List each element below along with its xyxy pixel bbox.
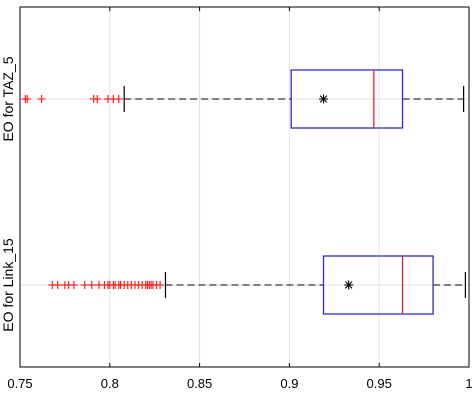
mean-marker bbox=[344, 280, 354, 290]
outlier-marker bbox=[53, 281, 62, 289]
mean-marker bbox=[319, 94, 329, 104]
x-tick-label: 0.75 bbox=[7, 376, 32, 391]
outlier-marker bbox=[80, 281, 89, 289]
mean-marker-stroke bbox=[319, 95, 328, 103]
outlier-marker bbox=[69, 281, 78, 289]
box-group bbox=[21, 69, 465, 129]
x-tick-label: 0.85 bbox=[187, 376, 212, 391]
outlier-marker bbox=[87, 281, 96, 289]
x-axis-ticks: 0.75 0.8 0.85 0.9 0.95 1 bbox=[7, 7, 473, 391]
outlier-marker bbox=[93, 95, 102, 103]
iqr-box bbox=[322, 255, 434, 315]
x-tick-label: 0.8 bbox=[101, 376, 119, 391]
x-tick-label: 0.95 bbox=[367, 376, 392, 391]
category-labels: EO for TAZ_5 EO for Link_15 bbox=[0, 56, 16, 331]
outlier-marker bbox=[23, 95, 32, 103]
x-tick-label: 1 bbox=[465, 376, 472, 391]
outlier-marker bbox=[37, 95, 46, 103]
outlier-marker bbox=[156, 281, 165, 289]
category-label: EO for Link_15 bbox=[0, 238, 16, 332]
box-group bbox=[48, 255, 467, 315]
outlier-marker bbox=[114, 95, 123, 103]
iqr-box bbox=[290, 69, 404, 129]
plot-frame bbox=[19, 6, 470, 368]
category-label: EO for TAZ_5 bbox=[0, 56, 16, 141]
mean-marker-stroke bbox=[344, 281, 353, 289]
boxes-layer bbox=[21, 69, 467, 315]
x-tick-label: 0.9 bbox=[280, 376, 298, 391]
